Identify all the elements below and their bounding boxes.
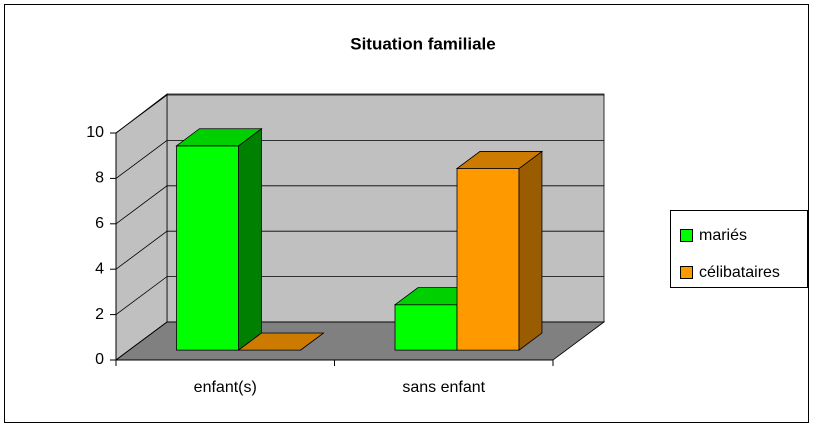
y-tick-label: 0 — [95, 351, 104, 368]
x-tick-label: sans enfant — [402, 379, 485, 396]
y-tick-label: 6 — [95, 215, 104, 232]
grid-line — [115, 139, 604, 179]
y-tick-label: 4 — [95, 260, 104, 277]
bar-front — [456, 168, 520, 351]
legend-label: célibataires — [699, 264, 780, 281]
y-tick-label: 10 — [86, 124, 104, 141]
chart-title: Situation familiale — [350, 34, 495, 53]
y-tick-label: 8 — [95, 170, 104, 187]
bar-top — [455, 151, 544, 169]
x-tick-label: enfant(s) — [194, 379, 257, 396]
bar-front — [176, 145, 239, 351]
y-tick-label: 2 — [95, 306, 104, 323]
legend-swatch — [680, 229, 693, 242]
legend-label: mariés — [699, 227, 747, 244]
grid-line — [115, 94, 604, 134]
bar-top — [237, 332, 325, 351]
bar-top — [175, 128, 263, 147]
legend-swatch — [680, 266, 693, 279]
bar-side — [518, 150, 543, 351]
side-wall — [115, 93, 168, 361]
bar-front — [394, 304, 458, 351]
bar-side — [238, 127, 262, 351]
legend — [670, 210, 808, 288]
